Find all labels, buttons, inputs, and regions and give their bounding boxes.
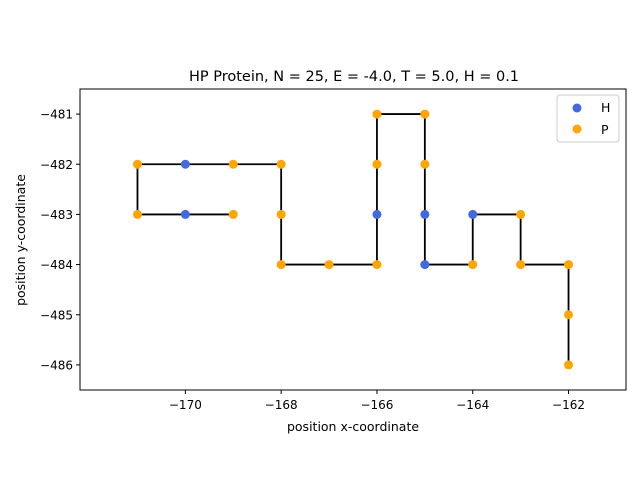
- y-tick-label: −485: [40, 308, 73, 322]
- legend-marker-h: [572, 103, 582, 113]
- point-h: [420, 260, 430, 270]
- x-axis-label: position x-coordinate: [287, 419, 419, 434]
- legend-label-h: H: [601, 100, 610, 115]
- point-p: [516, 260, 526, 270]
- x-tick-label: −168: [265, 398, 298, 412]
- x-tick-label: −162: [552, 398, 585, 412]
- y-axis-label: position y-coordinate: [13, 174, 28, 306]
- legend-marker-p: [572, 124, 582, 134]
- point-h: [468, 209, 478, 219]
- point-p: [132, 159, 142, 169]
- point-p: [516, 209, 526, 219]
- point-p: [564, 260, 574, 270]
- chart-title: HP Protein, N = 25, E = -4.0, T = 5.0, H…: [189, 69, 519, 85]
- point-h: [420, 209, 430, 219]
- point-p: [132, 209, 142, 219]
- point-h: [372, 209, 382, 219]
- legend: H P: [556, 94, 620, 143]
- point-h: [180, 209, 190, 219]
- point-p: [420, 109, 430, 119]
- y-tick-label: −481: [40, 108, 73, 122]
- point-p: [228, 209, 238, 219]
- y-tick-label: −486: [40, 358, 73, 372]
- legend-box: [556, 94, 620, 143]
- point-p: [228, 159, 238, 169]
- x-tick-label: −170: [169, 398, 202, 412]
- y-tick-label: −483: [40, 208, 73, 222]
- x-tick-label: −164: [456, 398, 489, 412]
- x-axis-ticks: −170 −168 −166 −164 −162: [169, 390, 585, 412]
- chain-polyline: [136, 113, 570, 365]
- y-tick-label: −484: [40, 258, 73, 272]
- legend-label-p: P: [601, 122, 609, 137]
- plot-area: [79, 88, 627, 391]
- y-axis-ticks: −481 −482 −483 −484 −485 −486: [40, 108, 80, 372]
- point-p: [276, 159, 286, 169]
- point-p: [276, 209, 286, 219]
- point-p: [564, 310, 574, 320]
- point-p: [564, 360, 574, 370]
- point-p: [324, 260, 334, 270]
- x-tick-label: −166: [360, 398, 393, 412]
- point-h: [180, 159, 190, 169]
- point-p: [372, 159, 382, 169]
- point-p: [372, 109, 382, 119]
- point-p: [420, 159, 430, 169]
- point-p: [276, 260, 286, 270]
- point-p: [372, 260, 382, 270]
- point-p: [468, 260, 478, 270]
- chain-lines: [136, 113, 570, 365]
- axes-frame: [79, 88, 627, 391]
- y-tick-label: −482: [40, 158, 73, 172]
- chain-points: [132, 109, 574, 370]
